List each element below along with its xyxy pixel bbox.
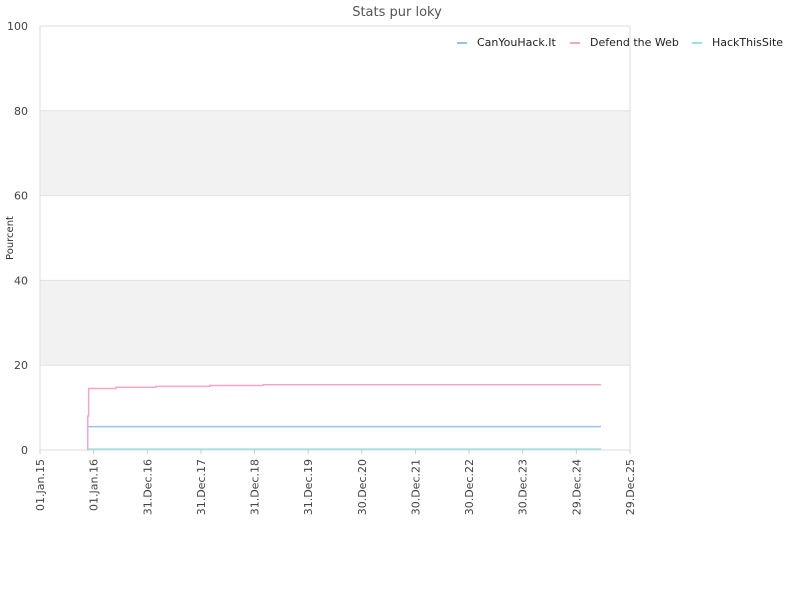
y-tick-label: 40 (14, 274, 28, 287)
y-axis-label: Pourcent (5, 216, 16, 260)
legend-label: CanYouHack.It (477, 36, 557, 49)
y-axis-tick-labels: 0 20 40 60 80 100 (7, 20, 28, 457)
series-lines (87, 383, 602, 451)
series-line-2 (87, 383, 602, 451)
legend-item: CanYouHack.It (457, 36, 557, 49)
x-tick-label: 01.Jan.16 (88, 459, 101, 511)
legend: CanYouHack.It Defend the Web HackThisSite (457, 36, 783, 49)
x-axis-tick-labels: 01.Jan.15 01.Jan.16 31.Dec.16 31.Dec.17 31.D… (34, 450, 637, 515)
x-tick-label: 30.Dec.21 (409, 459, 422, 515)
x-tick-label: 29.Dec.24 (570, 459, 583, 515)
x-tick-label: 31.Dec.19 (302, 459, 315, 515)
grid-band (40, 280, 630, 366)
x-tick-label: 31.Dec.16 (141, 459, 154, 515)
x-tick-label: 29.Dec.25 (624, 459, 637, 515)
y-tick-label: 80 (14, 105, 28, 118)
x-tick-label: 30.Dec.23 (517, 459, 530, 515)
grid-lines (40, 25, 630, 451)
series-line-1 (87, 425, 602, 451)
x-tick-label: 30.Dec.20 (356, 459, 369, 515)
grid-band (40, 110, 630, 196)
legend-label: HackThisSite (712, 36, 783, 49)
y-tick-label: 0 (21, 444, 28, 457)
chart-title: Stats pur loky (352, 5, 442, 20)
background-bands (40, 110, 630, 366)
y-tick-label: 100 (7, 20, 28, 33)
x-tick-label: 31.Dec.17 (195, 459, 208, 515)
y-tick-label: 20 (14, 359, 28, 372)
x-tick-label: 31.Dec.18 (249, 459, 262, 515)
legend-item: Defend the Web (570, 36, 679, 49)
legend-label: Defend the Web (590, 36, 679, 49)
legend-item: HackThisSite (692, 36, 783, 49)
plot-area-border (39, 25, 631, 451)
x-tick-label: 30.Dec.22 (463, 459, 476, 515)
y-tick-label: 60 (14, 190, 28, 203)
x-tick-label: 01.Jan.15 (34, 459, 47, 511)
